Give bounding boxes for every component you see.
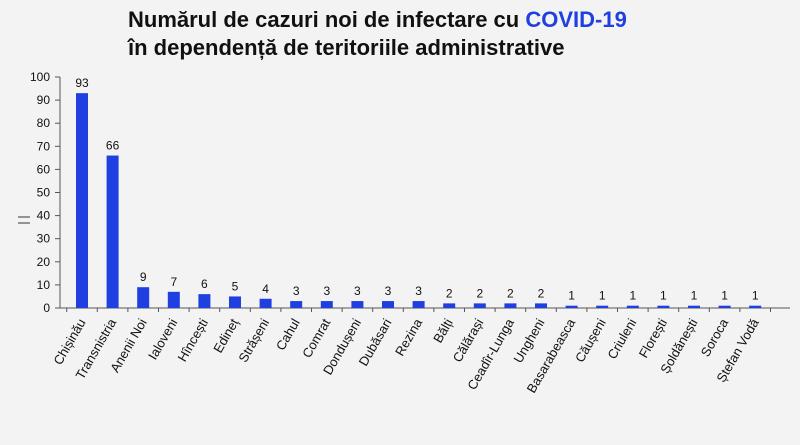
data-label: 1 [599, 289, 606, 303]
y-tick-label: 60 [37, 162, 51, 176]
y-tick-label: 40 [37, 209, 51, 223]
y-axis: 0 10 20 30 40 50 60 70 80 90 100 [30, 70, 61, 315]
bar [137, 287, 150, 308]
category-label: Criuleni [604, 316, 639, 362]
bars [76, 93, 762, 308]
bar [443, 303, 456, 308]
value-labels: 93 66 9 7 6 5 4 3 3 3 3 3 2 2 2 2 1 1 1 1 1 1 1 [75, 76, 759, 303]
data-label: 1 [721, 289, 728, 303]
data-label: 3 [385, 284, 392, 298]
data-label: 2 [538, 286, 545, 300]
y-tick-label: 50 [37, 186, 51, 200]
data-label: 7 [170, 275, 177, 289]
data-label: 3 [293, 284, 300, 298]
category-label: Hîncești [175, 316, 212, 364]
category-label: Rezina [392, 315, 426, 358]
bar [198, 294, 211, 308]
data-label: 1 [568, 289, 575, 303]
bar [167, 291, 180, 308]
data-label: 1 [660, 289, 667, 303]
title-line-1: Numărul de cazuri noi de infectare cu CO… [128, 6, 627, 34]
y-tick-label: 20 [37, 255, 51, 269]
data-label: 3 [323, 284, 330, 298]
data-label: 93 [75, 76, 89, 90]
y-tick-label: 70 [37, 139, 51, 153]
title-accent: COVID-19 [525, 7, 627, 32]
data-label: 2 [476, 286, 483, 300]
bar [382, 301, 394, 308]
category-label: Soroca [698, 315, 732, 359]
y-tick-label: 0 [43, 301, 50, 315]
chart-title: Numărul de cazuri noi de infectare cu CO… [128, 6, 627, 62]
data-label: 5 [232, 279, 239, 293]
bar [565, 305, 578, 308]
data-label: 3 [415, 284, 422, 298]
y-tick-label: 100 [30, 70, 50, 84]
bar [596, 305, 609, 308]
title-line-2: în dependență de teritoriile administrat… [128, 35, 565, 60]
bar [718, 305, 731, 308]
bar [106, 155, 119, 308]
bar [76, 93, 88, 308]
bar [749, 305, 762, 308]
bar [259, 298, 272, 308]
x-axis [60, 307, 790, 312]
data-label: 2 [446, 286, 453, 300]
bar [626, 305, 639, 308]
y-tick-label: 30 [37, 232, 51, 246]
bar [504, 303, 517, 308]
data-label: 9 [140, 270, 147, 284]
bar [320, 301, 333, 308]
y-tick-label: 10 [37, 278, 51, 292]
y-tick-label: 90 [37, 93, 51, 107]
category-label: Cahul [273, 316, 303, 353]
bar [290, 301, 303, 308]
data-label: 3 [354, 284, 361, 298]
data-label: 2 [507, 286, 514, 300]
bar [473, 303, 486, 308]
bar [688, 305, 700, 308]
category-label: Bălți [430, 316, 456, 345]
bar [412, 301, 425, 308]
bar [535, 303, 547, 308]
data-label: 1 [629, 289, 636, 303]
data-label: 4 [262, 282, 269, 296]
bar [351, 301, 364, 308]
y-tick-label: 80 [37, 116, 51, 130]
data-label: 6 [201, 277, 208, 291]
title-line-1-prefix: Numărul de cazuri noi de infectare cu [128, 7, 526, 32]
category-label: Edineț [210, 316, 242, 356]
bar [229, 296, 241, 308]
data-label: 1 [691, 289, 698, 303]
bar [657, 305, 670, 308]
data-label: 66 [106, 139, 120, 153]
data-label: 1 [752, 289, 759, 303]
